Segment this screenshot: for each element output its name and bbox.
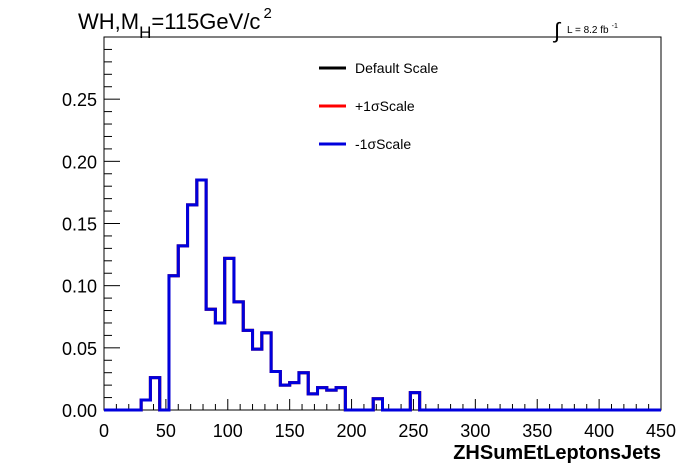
title-rest: =115GeV/c [151, 9, 260, 34]
x-tick-label: 350 [522, 421, 552, 441]
x-tick-label: 300 [460, 421, 490, 441]
luminosity-integral-sign: ∫ [552, 18, 562, 43]
y-tick-label: 0.15 [62, 215, 97, 235]
legend-label-1: +1σScale [355, 98, 415, 114]
x-tick-label: 100 [213, 421, 243, 441]
luminosity-label: L = 8.2 fb -1 [567, 23, 618, 36]
title-superscript: 2 [263, 5, 271, 22]
luminosity-text: L = 8.2 fb [567, 25, 609, 36]
x-axis-label: ZHSumEtLeptonsJets [453, 442, 661, 464]
y-tick-label: 0.10 [62, 277, 97, 297]
legend: Default Scale +1σScale -1σScale [319, 60, 438, 152]
title-subscript: H [139, 23, 151, 42]
series-group [104, 178, 661, 412]
axes: 0 50 100 150 200 250 300 350 400 450 0.00 0.05 0.10 0… [62, 48, 676, 441]
luminosity-superscript: -1 [612, 23, 618, 30]
y-tick-label: 0.05 [62, 339, 97, 359]
x-tick-label: 150 [275, 421, 305, 441]
legend-label-2: -1σScale [355, 136, 411, 152]
chart-title: WH,MH=115GeV/c 2 [78, 5, 272, 42]
y-tick-label: 0.20 [62, 152, 97, 172]
x-tick-label: 0 [99, 421, 109, 441]
x-tick-label: 400 [584, 421, 614, 441]
x-tick-label: 450 [646, 421, 676, 441]
title-main: WH,M [78, 9, 139, 34]
y-tick-label: 0.25 [62, 90, 97, 110]
y-tick-label: 0.00 [62, 401, 97, 421]
legend-label-0: Default Scale [355, 60, 438, 76]
x-tick-label: 250 [398, 421, 428, 441]
x-tick-label: 50 [156, 421, 176, 441]
series-line-2 [104, 178, 661, 412]
x-tick-label: 200 [337, 421, 367, 441]
